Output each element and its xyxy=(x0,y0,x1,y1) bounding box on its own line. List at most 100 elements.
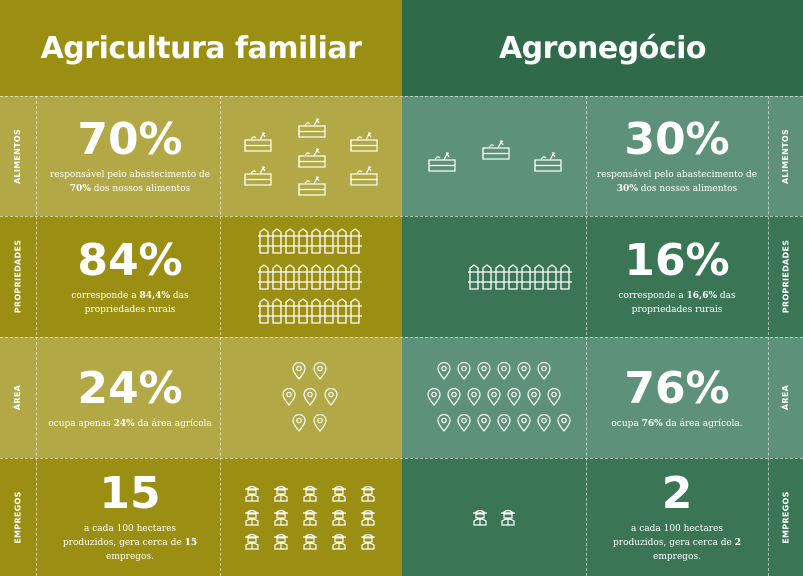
stat-value: 2 xyxy=(661,468,693,519)
location-pin-icon xyxy=(497,362,511,380)
stat-properties: 16% corresponde a 16,6% das propriedades… xyxy=(586,216,768,337)
row-area xyxy=(0,337,402,458)
stat-value: 16% xyxy=(624,234,730,286)
divider xyxy=(0,458,803,459)
stat-description: responsável pelo abastecimento de 30% dos… xyxy=(596,170,758,194)
crate-icon xyxy=(298,118,326,138)
stat-description: corresponde a 84,4% das propriedades rur… xyxy=(71,290,189,315)
row-food xyxy=(0,96,402,216)
location-pin-icon xyxy=(324,388,338,406)
crate-icon xyxy=(534,152,562,172)
worker-icon xyxy=(244,508,260,526)
location-pin-icon xyxy=(477,362,491,380)
worker-icon xyxy=(360,532,376,550)
divider xyxy=(586,96,587,576)
stat-food: 70% responsável pelo abastecimento de 70%… xyxy=(40,96,220,216)
worker-icon xyxy=(360,484,376,502)
worker-icon xyxy=(331,508,347,526)
stat-food: 30% responsável pelo abastecimento de 30%… xyxy=(586,96,768,216)
location-pin-icon xyxy=(557,414,571,432)
location-pin-icon xyxy=(497,414,511,432)
category-label: ÁREA xyxy=(781,384,791,411)
stat-value: 70% xyxy=(77,114,183,165)
location-pin-icon xyxy=(292,414,306,432)
worker-icon xyxy=(302,484,318,502)
worker-icon xyxy=(360,508,376,526)
worker-icon xyxy=(331,532,347,550)
category-label: ALIMENTOS xyxy=(13,128,23,184)
divider xyxy=(0,96,803,97)
worker-icon xyxy=(302,532,318,550)
fence-icon xyxy=(468,264,572,290)
fence-icon xyxy=(258,228,362,254)
location-pin-icon xyxy=(547,388,561,406)
family-farming-title: Agricultura familiar xyxy=(40,30,362,66)
worker-icon xyxy=(302,508,318,526)
location-pin-icon xyxy=(527,388,541,406)
divider xyxy=(0,216,803,217)
location-pin-icon xyxy=(437,414,451,432)
divider xyxy=(0,337,803,338)
stat-value: 76% xyxy=(624,362,730,414)
worker-icon xyxy=(244,532,260,550)
location-pin-icon xyxy=(467,388,481,406)
divider xyxy=(768,96,769,576)
location-pin-icon xyxy=(313,414,327,432)
worker-icon xyxy=(500,508,516,526)
stat-jobs: 15 a cada 100 hectares produzidos, gera … xyxy=(40,458,220,576)
worker-icon xyxy=(472,508,488,526)
worker-icon xyxy=(244,484,260,502)
crate-icon xyxy=(298,176,326,196)
stat-value: 15 xyxy=(99,468,161,519)
crate-icon xyxy=(350,132,378,152)
category-label: PROPRIEDADES xyxy=(13,239,23,314)
stat-description: corresponde a 16,6% das propriedades rur… xyxy=(618,290,736,315)
location-pin-icon xyxy=(303,388,317,406)
category-label: ÁREA xyxy=(13,384,23,411)
location-pin-icon xyxy=(292,362,306,380)
category-label: PROPRIEDADES xyxy=(781,239,791,314)
location-pin-icon xyxy=(457,414,471,432)
crate-icon xyxy=(350,166,378,186)
location-pin-icon xyxy=(517,362,531,380)
row-food xyxy=(402,96,803,216)
crate-icon xyxy=(244,166,272,186)
agribusiness-title: Agronegócio xyxy=(498,30,707,66)
stat-area: 24% ocupa apenas 24% da área agrícola xyxy=(40,337,220,458)
worker-icon xyxy=(273,508,289,526)
location-pin-icon xyxy=(457,362,471,380)
stat-jobs: 2 a cada 100 hectares produzidos, gera c… xyxy=(586,458,768,576)
stat-description: responsável pelo abastecimento de 70% dos… xyxy=(49,170,211,194)
location-pin-icon xyxy=(477,414,491,432)
divider xyxy=(36,96,37,576)
location-pin-icon xyxy=(447,388,461,406)
stat-value: 84% xyxy=(77,234,183,286)
stat-properties: 84% corresponde a 84,4% das propriedades… xyxy=(40,216,220,337)
row-jobs xyxy=(402,458,803,576)
stat-description: ocupa 76% da área agrícola. xyxy=(611,418,743,429)
fence-icon xyxy=(258,264,362,290)
location-pin-icon xyxy=(427,388,441,406)
location-pin-icon xyxy=(537,362,551,380)
row-properties xyxy=(402,216,803,337)
agribusiness-column: Agronegócio 30% responsável pelo abastec… xyxy=(402,0,803,576)
location-pin-icon xyxy=(313,362,327,380)
divider xyxy=(220,96,221,576)
category-label: EMPREGOS xyxy=(781,490,791,544)
stat-value: 30% xyxy=(624,114,730,165)
family-farming-column: Agricultura familiar ALIMENTOS PROPRIEDA… xyxy=(0,0,402,576)
crate-icon xyxy=(298,148,326,168)
location-pin-icon xyxy=(282,388,296,406)
worker-icon xyxy=(273,532,289,550)
worker-icon xyxy=(331,484,347,502)
location-pin-icon xyxy=(437,362,451,380)
category-label: EMPREGOS xyxy=(13,490,23,544)
stat-description: a cada 100 hectares produzidos, gera cer… xyxy=(62,524,198,562)
location-pin-icon xyxy=(517,414,531,432)
crate-icon xyxy=(244,132,272,152)
location-pin-icon xyxy=(507,388,521,406)
worker-icon xyxy=(273,484,289,502)
crate-icon xyxy=(482,140,510,160)
stat-value: 24% xyxy=(77,362,183,414)
